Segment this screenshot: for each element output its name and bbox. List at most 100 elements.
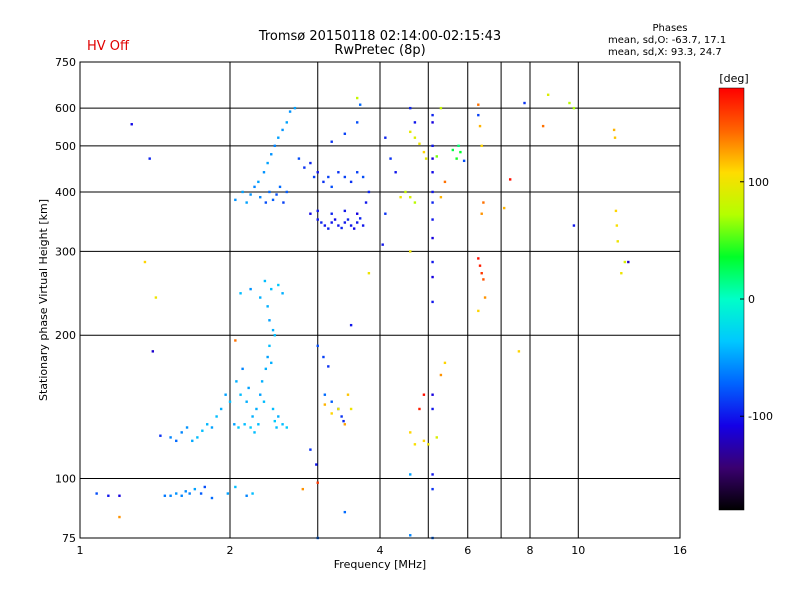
- phases-legend-x-stats: mean, sd,X: 93.3, 24.7: [608, 47, 722, 58]
- x-mode-echo-point: [541, 124, 545, 128]
- x-mode-echo-point: [478, 124, 482, 128]
- x-mode-echo-point: [623, 260, 627, 264]
- o-mode-echo-point: [271, 407, 275, 411]
- o-mode-echo-point: [266, 355, 269, 359]
- x-mode-echo-point: [439, 373, 443, 377]
- o-mode-echo-point: [266, 161, 269, 165]
- o-mode-echo-point: [253, 431, 256, 434]
- o-mode-echo-point: [205, 423, 209, 426]
- x-mode-echo-point: [451, 148, 455, 152]
- o-mode-echo-point: [233, 423, 236, 426]
- x-mode-echo-point: [409, 130, 412, 134]
- o-mode-echo-point: [260, 380, 264, 383]
- x-mode-echo-point: [355, 96, 359, 100]
- o-mode-echo-point: [320, 221, 323, 224]
- colorbar-tick-label: 100: [748, 176, 769, 189]
- x-mode-echo-point: [455, 157, 458, 160]
- plot-frame: [79, 61, 681, 539]
- x-mode-echo-point: [482, 278, 485, 281]
- o-mode-echo-point: [257, 180, 260, 184]
- o-mode-echo-point: [316, 218, 319, 221]
- o-mode-echo-point: [343, 510, 347, 514]
- x-mode-echo-point: [154, 296, 158, 299]
- o-mode-echo-point: [234, 198, 237, 202]
- o-mode-echo-point: [431, 393, 434, 396]
- o-mode-echo-point: [255, 407, 258, 411]
- o-mode-echo-point: [381, 243, 384, 246]
- o-mode-echo-point: [337, 171, 340, 174]
- o-mode-echo-point: [361, 224, 365, 227]
- x-mode-echo-point: [443, 361, 447, 365]
- x-mode-echo-point: [337, 407, 340, 411]
- o-mode-echo-point: [180, 494, 183, 497]
- x-tick-label: 8: [527, 544, 534, 557]
- x-mode-echo-point: [424, 157, 428, 160]
- x-mode-echo-point: [620, 272, 623, 275]
- o-mode-echo-point: [431, 218, 434, 221]
- y-tick-label: 750: [55, 56, 76, 69]
- y-tick-label: 75: [62, 532, 76, 545]
- x-mode-echo-point: [546, 93, 550, 96]
- x-mode-echo-point: [418, 142, 421, 145]
- o-mode-echo-point: [285, 190, 288, 194]
- o-mode-echo-point: [210, 496, 214, 500]
- o-mode-echo-point: [355, 171, 359, 174]
- x-mode-echo-point: [459, 150, 462, 154]
- x-mode-echo-point: [572, 106, 576, 110]
- x-tick-label: 16: [673, 544, 687, 557]
- y-tick-label: 200: [55, 329, 76, 342]
- x-mode-echo-point: [480, 212, 483, 215]
- o-mode-echo-point: [277, 283, 280, 287]
- hv-status-label: HV Off: [87, 39, 130, 54]
- o-mode-echo-point: [253, 185, 256, 189]
- x-mode-echo-point: [234, 339, 237, 342]
- o-mode-echo-point: [349, 180, 353, 184]
- o-mode-echo-point: [349, 323, 353, 327]
- o-mode-echo-point: [219, 407, 223, 411]
- data-points: [95, 93, 630, 540]
- o-mode-echo-point: [330, 400, 333, 403]
- phases-legend-title: Phases: [652, 23, 687, 34]
- x-tick-label: 2: [227, 544, 234, 557]
- o-mode-echo-point: [270, 153, 273, 156]
- y-tick-label: 400: [55, 186, 76, 199]
- x-mode-echo-point: [367, 272, 371, 275]
- o-mode-echo-point: [107, 494, 110, 497]
- o-mode-echo-point: [188, 492, 191, 495]
- o-mode-echo-point: [355, 121, 359, 124]
- o-mode-echo-point: [340, 226, 343, 230]
- o-mode-echo-point: [352, 227, 356, 230]
- x-tick-label: 4: [377, 544, 384, 557]
- o-mode-echo-point: [355, 221, 359, 224]
- o-mode-echo-point: [281, 423, 284, 426]
- o-mode-echo-point: [431, 236, 434, 240]
- o-mode-echo-point: [237, 426, 240, 429]
- o-mode-echo-point: [264, 201, 268, 204]
- o-mode-echo-point: [309, 448, 312, 451]
- x-mode-echo-point: [517, 350, 521, 353]
- o-mode-echo-point: [185, 426, 189, 429]
- o-mode-echo-point: [477, 113, 480, 117]
- o-mode-echo-point: [330, 212, 333, 215]
- chart-subtitle: RwPretec (8p): [334, 43, 425, 58]
- o-mode-echo-point: [431, 144, 434, 148]
- o-mode-echo-point: [271, 328, 275, 332]
- x-mode-echo-point: [316, 481, 319, 484]
- o-mode-echo-point: [180, 431, 183, 434]
- o-mode-echo-point: [431, 487, 434, 491]
- o-mode-echo-point: [270, 361, 273, 365]
- x-mode-echo-point: [435, 436, 438, 439]
- o-mode-echo-point: [431, 157, 434, 160]
- o-mode-echo-point: [409, 473, 412, 476]
- o-mode-echo-point: [333, 218, 337, 221]
- o-mode-echo-point: [249, 287, 252, 291]
- o-mode-echo-point: [572, 224, 576, 227]
- o-mode-echo-point: [431, 260, 434, 264]
- x-mode-echo-point: [422, 393, 426, 396]
- x-mode-echo-point: [477, 309, 480, 313]
- o-mode-echo-point: [278, 185, 282, 189]
- o-mode-echo-point: [241, 190, 244, 194]
- o-mode-echo-point: [327, 175, 330, 179]
- o-mode-echo-point: [224, 393, 227, 396]
- o-mode-echo-point: [130, 123, 133, 126]
